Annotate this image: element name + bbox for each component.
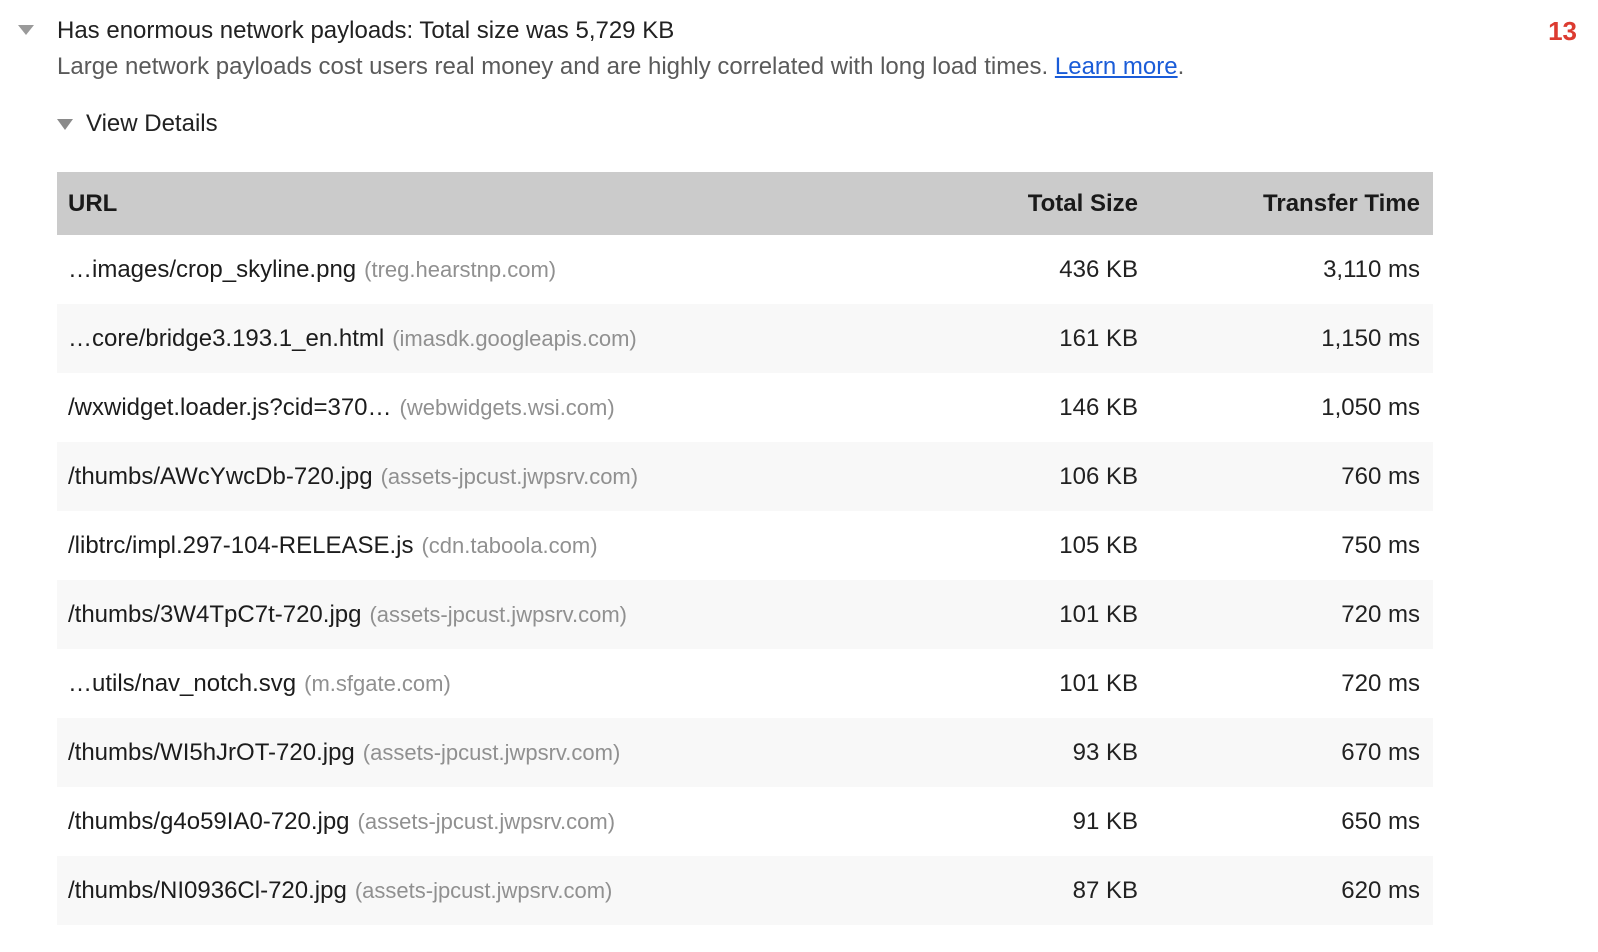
resource-url: …core/bridge3.193.1_en.html bbox=[68, 324, 385, 352]
audit-description-period: . bbox=[1177, 53, 1185, 80]
resource-domain: (assets-jpcust.jwpsrv.com) bbox=[354, 877, 613, 903]
table-header-row: URL Total Size Transfer Time bbox=[57, 172, 1433, 235]
table-row: …utils/nav_notch.svg (m.sfgate.com) 101 K… bbox=[57, 649, 1433, 718]
table-row: …core/bridge3.193.1_en.html (imasdk.googl… bbox=[57, 304, 1433, 373]
resource-cell: …core/bridge3.193.1_en.html (imasdk.googl… bbox=[57, 304, 917, 373]
resource-url: /thumbs/g4o59IA0-720.jpg bbox=[68, 807, 350, 835]
resource-url: /wxwidget.loader.js?cid=370… bbox=[68, 393, 392, 421]
resource-transfer-time: 720 ms bbox=[1341, 669, 1420, 697]
table-row: /thumbs/3W4TpC7t-720.jpg (assets-jpcust.j… bbox=[57, 580, 1433, 649]
audit-header: Has enormous network payloads: Total siz… bbox=[57, 13, 1184, 85]
resource-cell: /thumbs/WI5hJrOT-720.jpg (assets-jpcust.j… bbox=[57, 718, 917, 787]
collapse-audit-icon[interactable] bbox=[18, 25, 34, 35]
resource-transfer-time: 750 ms bbox=[1341, 531, 1420, 559]
resource-transfer-time: 3,110 ms bbox=[1323, 255, 1420, 283]
collapse-details-icon bbox=[57, 118, 73, 130]
resource-transfer-time: 1,050 ms bbox=[1321, 393, 1420, 421]
resource-domain: (treg.hearstnp.com) bbox=[364, 256, 557, 282]
resource-total-size: 91 KB bbox=[1072, 807, 1138, 835]
resource-url: /thumbs/WI5hJrOT-720.jpg bbox=[68, 738, 355, 766]
resource-domain: (assets-jpcust.jwpsrv.com) bbox=[369, 601, 628, 627]
resource-cell: /libtrc/impl.297-104-RELEASE.js (cdn.tabo… bbox=[57, 511, 917, 580]
resource-cell: /thumbs/3W4TpC7t-720.jpg (assets-jpcust.j… bbox=[57, 580, 917, 649]
resource-url: /thumbs/NI0936Cl-720.jpg bbox=[68, 876, 347, 904]
resource-cell: /thumbs/NI0936Cl-720.jpg (assets-jpcust.j… bbox=[57, 856, 917, 925]
resource-cell: /wxwidget.loader.js?cid=370… (webwidgets.… bbox=[57, 373, 917, 442]
resource-domain: (assets-jpcust.jwpsrv.com) bbox=[357, 808, 616, 834]
table-row: /thumbs/AWcYwcDb-720.jpg (assets-jpcust.j… bbox=[57, 442, 1433, 511]
table-row: /thumbs/NI0936Cl-720.jpg (assets-jpcust.j… bbox=[57, 856, 1433, 925]
network-payloads-table: URL Total Size Transfer Time …images/cro… bbox=[57, 172, 1433, 925]
resource-cell: /thumbs/AWcYwcDb-720.jpg (assets-jpcust.j… bbox=[57, 442, 917, 511]
resource-domain: (m.sfgate.com) bbox=[304, 670, 451, 696]
table-row: /thumbs/WI5hJrOT-720.jpg (assets-jpcust.j… bbox=[57, 718, 1433, 787]
view-details-toggle[interactable]: View Details bbox=[57, 110, 218, 138]
resource-domain: (assets-jpcust.jwpsrv.com) bbox=[362, 739, 621, 765]
resource-cell: /thumbs/g4o59IA0-720.jpg (assets-jpcust.j… bbox=[57, 787, 917, 856]
resource-transfer-time: 650 ms bbox=[1341, 807, 1420, 835]
resource-total-size: 146 KB bbox=[1059, 393, 1138, 421]
table-row: /libtrc/impl.297-104-RELEASE.js (cdn.tabo… bbox=[57, 511, 1433, 580]
resource-transfer-time: 1,150 ms bbox=[1321, 324, 1420, 352]
resource-transfer-time: 720 ms bbox=[1341, 600, 1420, 628]
resource-total-size: 101 KB bbox=[1059, 669, 1138, 697]
table-body: …images/crop_skyline.png (treg.hearstnp.c… bbox=[57, 235, 1433, 925]
audit-score-badge: 13 bbox=[1548, 16, 1577, 46]
resource-cell: …utils/nav_notch.svg (m.sfgate.com) bbox=[57, 649, 917, 718]
resource-url: /thumbs/AWcYwcDb-720.jpg bbox=[68, 462, 373, 490]
resource-url: /thumbs/3W4TpC7t-720.jpg bbox=[68, 600, 362, 628]
resource-cell: …images/crop_skyline.png (treg.hearstnp.c… bbox=[57, 235, 917, 304]
table-row: …images/crop_skyline.png (treg.hearstnp.c… bbox=[57, 235, 1433, 304]
resource-total-size: 87 KB bbox=[1072, 876, 1138, 904]
resource-url: …images/crop_skyline.png bbox=[68, 255, 357, 283]
audit-title: Has enormous network payloads: Total siz… bbox=[57, 17, 675, 44]
resource-url: …utils/nav_notch.svg bbox=[68, 669, 297, 697]
resource-url: /libtrc/impl.297-104-RELEASE.js bbox=[68, 531, 414, 559]
resource-total-size: 436 KB bbox=[1059, 255, 1138, 283]
resource-domain: (assets-jpcust.jwpsrv.com) bbox=[380, 463, 639, 489]
resource-total-size: 106 KB bbox=[1059, 462, 1138, 490]
column-header-url: URL bbox=[57, 172, 917, 235]
resource-domain: (webwidgets.wsi.com) bbox=[399, 394, 615, 420]
view-details-label: View Details bbox=[86, 110, 218, 137]
resource-total-size: 161 KB bbox=[1059, 324, 1138, 352]
resource-total-size: 101 KB bbox=[1059, 600, 1138, 628]
table-header: URL Total Size Transfer Time bbox=[57, 172, 1433, 235]
audit-description: Large network payloads cost users real m… bbox=[57, 49, 1184, 85]
table-row: /wxwidget.loader.js?cid=370… (webwidgets.… bbox=[57, 373, 1433, 442]
resource-domain: (imasdk.googleapis.com) bbox=[392, 325, 637, 351]
column-header-total-size: Total Size bbox=[917, 172, 1139, 235]
learn-more-link[interactable]: Learn more bbox=[1054, 53, 1178, 80]
resource-transfer-time: 620 ms bbox=[1341, 876, 1420, 904]
column-header-transfer-time: Transfer Time bbox=[1139, 172, 1433, 235]
resource-transfer-time: 670 ms bbox=[1341, 738, 1420, 766]
table-row: /thumbs/g4o59IA0-720.jpg (assets-jpcust.j… bbox=[57, 787, 1433, 856]
audit-description-text: Large network payloads cost users real m… bbox=[57, 53, 1049, 80]
resource-total-size: 105 KB bbox=[1059, 531, 1138, 559]
resource-domain: (cdn.taboola.com) bbox=[421, 532, 598, 558]
resource-transfer-time: 760 ms bbox=[1341, 462, 1420, 490]
resource-total-size: 93 KB bbox=[1072, 738, 1138, 766]
